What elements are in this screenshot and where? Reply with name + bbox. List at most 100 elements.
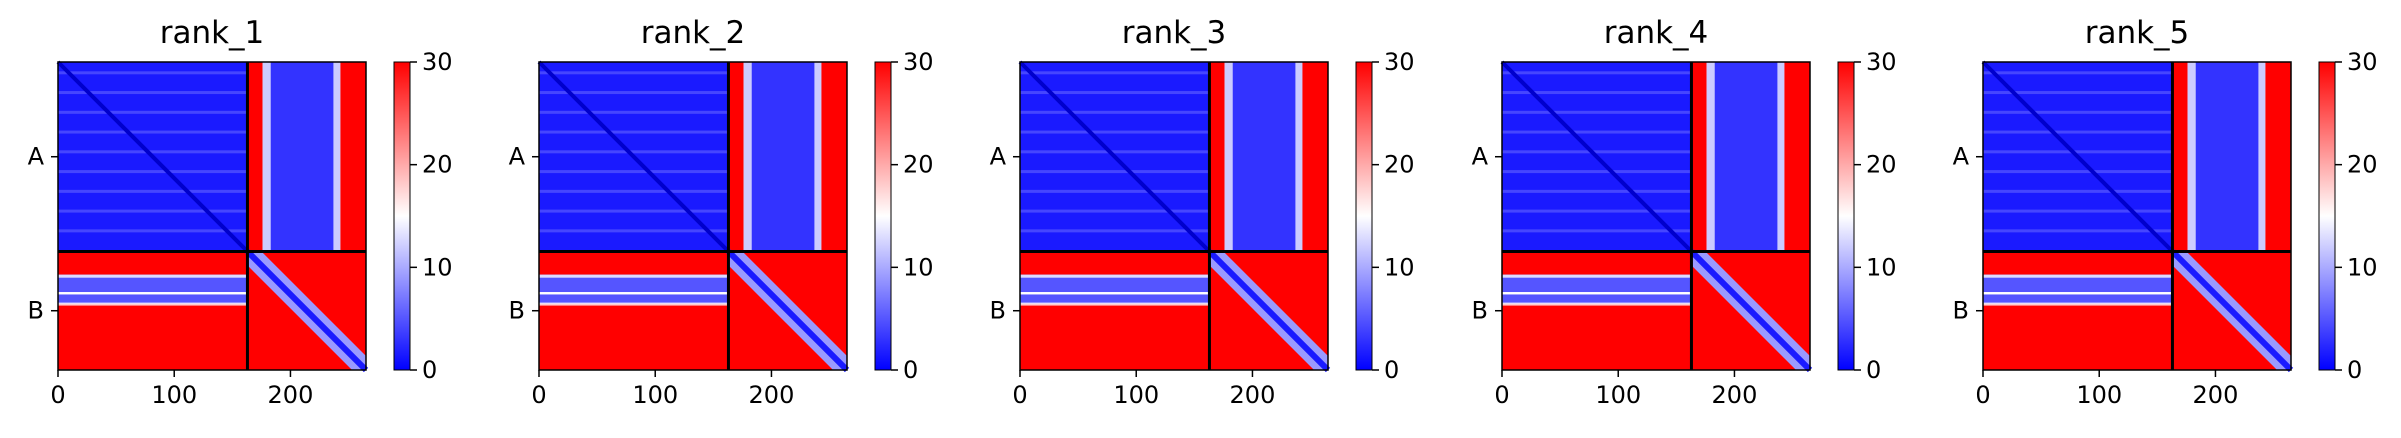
x-tick-label: 200 [1230, 381, 1276, 409]
streak [1983, 71, 2173, 75]
band-edge [539, 274, 729, 278]
streak [1502, 150, 1692, 154]
stripe-a-b [1295, 62, 1303, 252]
band-b-a [539, 292, 729, 295]
panel-title: rank_1 [160, 15, 265, 51]
y-tick-label: A [509, 143, 526, 171]
band-edge [58, 302, 248, 306]
heatmap-panel: rank_3 0 100 200 A B 0 10 20 30 [990, 15, 1415, 409]
band-edge [1502, 302, 1692, 306]
stripe-a-b [340, 62, 366, 252]
band-b-a [1502, 303, 1692, 370]
streak [1020, 130, 1210, 134]
stripe-a-b [247, 62, 263, 252]
stripe-a-b [2195, 62, 2259, 252]
x-tick-label: 200 [1712, 381, 1758, 409]
band-b-a [1020, 303, 1210, 370]
colorbar-tick-label: 20 [903, 151, 934, 179]
streak [539, 189, 729, 193]
plot-frame [1019, 61, 1329, 371]
stripe-a-b [743, 62, 752, 252]
colorbar-tick-label: 10 [1866, 253, 1897, 281]
panel-title: rank_3 [1122, 15, 1227, 51]
y-tick-label: B [1472, 297, 1488, 325]
streak [58, 71, 248, 75]
diagonal-b [245, 249, 369, 373]
stripe-a-b [821, 62, 847, 252]
x-tick-label: 100 [151, 381, 197, 409]
colorbar-tick-label: 30 [1866, 48, 1897, 76]
colorbar-tick-label: 30 [2347, 48, 2378, 76]
streak [1983, 110, 2173, 114]
x-tick-label: 200 [268, 381, 314, 409]
band-b-a [1983, 274, 2173, 293]
streak [1983, 170, 2173, 174]
band-b-a [539, 274, 729, 293]
band-b-a [58, 294, 248, 304]
x-tick-label: 0 [531, 381, 546, 409]
band-edge [1020, 274, 1210, 278]
streak [58, 209, 248, 213]
stripe-a-b [262, 62, 271, 252]
streak [539, 229, 729, 233]
band-b-a [1502, 251, 1692, 275]
stripe-a-b [814, 62, 822, 252]
colorbar-tick-label: 30 [422, 48, 453, 76]
diagonal-b [2170, 249, 2294, 373]
x-tick-label: 0 [1012, 381, 1027, 409]
x-tick-label: 0 [1975, 381, 1990, 409]
stripe-a-b [1777, 62, 1785, 252]
band-edge [1983, 302, 2173, 306]
colorbar-tick-label: 20 [1384, 151, 1415, 179]
band-b-a [1020, 294, 1210, 304]
streak [539, 110, 729, 114]
stripe-a-b [728, 62, 744, 252]
streak [1502, 189, 1692, 193]
band-b-a [1983, 294, 2173, 304]
panel-title: rank_5 [2085, 15, 2190, 51]
x-tick-label: 0 [50, 381, 65, 409]
y-tick-label: A [990, 143, 1007, 171]
streak [58, 91, 248, 95]
band-b-a [1020, 292, 1210, 295]
band-b-a [1020, 251, 1210, 275]
diagonal-a [1981, 60, 2174, 253]
y-tick-label: A [1472, 143, 1489, 171]
streak [58, 229, 248, 233]
stripe-a-b [1224, 62, 1233, 252]
stripe-a-b [1302, 62, 1328, 252]
band-b-a [1020, 274, 1210, 293]
streak [1502, 91, 1692, 95]
colorbar-tick-label: 30 [1384, 48, 1415, 76]
band-b-a [1502, 294, 1692, 304]
plot-frame [1501, 61, 1811, 371]
colorbar-tick-label: 20 [422, 151, 453, 179]
colorbar [1837, 61, 1855, 371]
streak [1502, 130, 1692, 134]
streak [1502, 209, 1692, 213]
streak [539, 209, 729, 213]
band-edge [58, 274, 248, 278]
streak [1502, 71, 1692, 75]
colorbar-tick-label: 0 [422, 356, 437, 384]
band-b-a [1983, 303, 2173, 370]
y-tick-label: B [509, 297, 525, 325]
heatmap-panel: rank_5 0 100 200 A B 0 10 20 30 [1953, 15, 2378, 409]
stripe-a-b [2187, 62, 2196, 252]
streak [1983, 130, 2173, 134]
streak [539, 71, 729, 75]
x-tick-label: 200 [749, 381, 795, 409]
streak [1502, 110, 1692, 114]
diagonal-b [1689, 249, 1813, 373]
stripe-a-b [2258, 62, 2266, 252]
stripe-a-b [270, 62, 334, 252]
streak [1983, 209, 2173, 213]
streak [1020, 91, 1210, 95]
streak [1020, 71, 1210, 75]
band-edge [1020, 302, 1210, 306]
y-tick-label: B [28, 297, 44, 325]
colorbar-tick-label: 0 [1866, 356, 1881, 384]
x-tick-label: 0 [1494, 381, 1509, 409]
band-edge [1502, 274, 1692, 278]
streak [58, 130, 248, 134]
